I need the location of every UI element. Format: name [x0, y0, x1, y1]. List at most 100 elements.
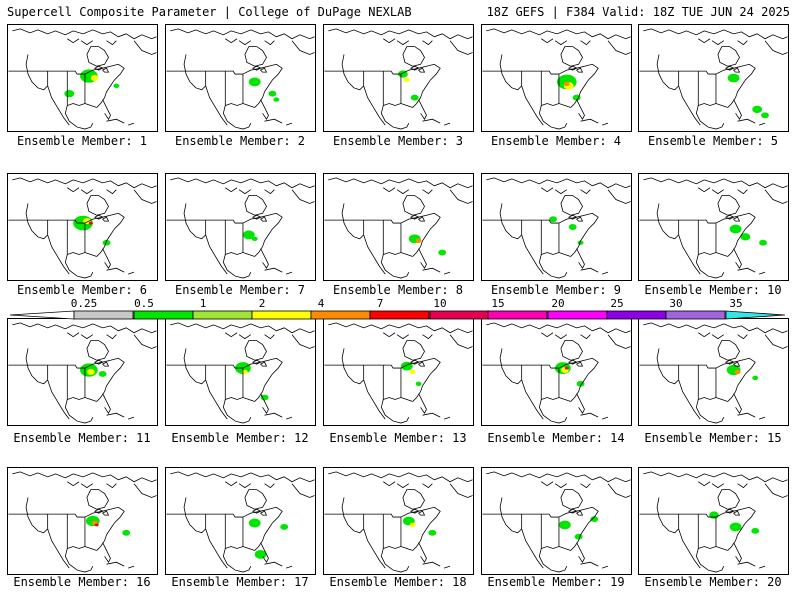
map-outline — [567, 508, 578, 514]
map-canvas — [324, 471, 473, 573]
map-outline — [732, 361, 741, 367]
member-label-1: Ensemble Member: 1 — [16, 134, 148, 148]
map-outline — [733, 248, 742, 270]
map-outline — [8, 364, 85, 369]
map-outline — [449, 483, 473, 498]
map-outline — [86, 46, 109, 67]
parameter-contour — [759, 239, 767, 246]
colorbar-segment — [310, 310, 371, 320]
parameter-contour — [248, 77, 261, 87]
map-outline — [328, 322, 473, 334]
map-outline — [417, 216, 426, 222]
map-outline — [656, 497, 679, 534]
map-outline — [717, 340, 740, 361]
map-outline — [418, 248, 427, 270]
map-outline — [93, 65, 104, 71]
map-outline — [102, 542, 111, 564]
parameter-contour — [577, 240, 584, 245]
map-outline — [383, 103, 413, 108]
parameter-contour — [740, 233, 751, 241]
colorbar-tick-label: 7 — [376, 297, 384, 310]
member-label-10: Ensemble Member: 10 — [644, 283, 782, 297]
map-outline — [554, 189, 568, 195]
map-outline — [380, 105, 410, 130]
map-outline — [396, 334, 410, 340]
map-outline — [521, 528, 544, 569]
map-outline — [225, 397, 255, 402]
parameter-contour — [64, 90, 75, 98]
map-outline — [422, 561, 441, 567]
map-outline — [698, 187, 711, 193]
map-canvas — [8, 177, 157, 279]
map-outline — [286, 271, 293, 275]
map-outline — [102, 393, 111, 415]
map-outline — [84, 212, 125, 257]
map-outline — [93, 359, 104, 365]
map-outline — [567, 214, 578, 220]
map-outline — [106, 118, 125, 124]
map-outline — [482, 219, 559, 224]
colorbar-segment — [369, 310, 430, 320]
map-outline — [363, 379, 386, 420]
colorbar-tick-label: 4 — [317, 297, 325, 310]
map-outline — [264, 40, 275, 46]
map-outline — [251, 65, 262, 71]
map-outline — [764, 40, 788, 55]
map-outline — [643, 28, 788, 40]
member-label-15: Ensemble Member: 15 — [644, 431, 782, 445]
map-outline — [225, 332, 238, 338]
map-outline — [225, 252, 255, 257]
map-outline — [259, 510, 268, 516]
map-outline — [128, 271, 135, 275]
map-outline — [486, 28, 631, 40]
map-outline — [264, 412, 283, 418]
parameter-contour — [122, 529, 131, 536]
map-outline — [80, 189, 94, 195]
map-outline — [733, 99, 742, 121]
member-map-13 — [323, 318, 474, 426]
member-label-11: Ensemble Member: 11 — [13, 431, 151, 445]
map-outline — [422, 118, 441, 124]
parameter-contour — [574, 533, 583, 540]
colorbar-tick-label: 1 — [199, 297, 207, 310]
map-outline — [521, 85, 544, 126]
map-outline — [602, 416, 609, 420]
map-outline — [238, 334, 252, 340]
map-outline — [8, 513, 85, 518]
map-outline — [732, 67, 741, 73]
map-outline — [580, 483, 591, 489]
map-canvas — [482, 177, 631, 279]
map-outline — [101, 216, 110, 222]
map-outline — [764, 334, 788, 349]
map-canvas — [324, 28, 473, 130]
map-outline — [656, 203, 679, 240]
map-outline — [732, 216, 741, 222]
map-outline — [67, 481, 80, 487]
colorbar-segment — [665, 310, 726, 320]
map-outline — [64, 399, 94, 424]
map-canvas — [324, 322, 473, 424]
member-label-2: Ensemble Member: 2 — [174, 134, 306, 148]
map-outline — [25, 54, 48, 91]
map-outline — [409, 359, 420, 365]
map-outline — [93, 508, 104, 514]
map-outline — [286, 565, 293, 569]
map-outline — [541, 332, 554, 338]
map-outline — [324, 513, 401, 518]
map-outline — [444, 122, 451, 126]
map-outline — [251, 359, 262, 365]
map-canvas — [166, 322, 315, 424]
map-outline — [225, 546, 255, 551]
map-outline — [8, 70, 85, 75]
parameter-contour — [102, 239, 111, 246]
colorbar-segment — [133, 310, 194, 320]
map-outline — [383, 481, 396, 487]
map-outline — [575, 510, 584, 516]
map-outline — [128, 122, 135, 126]
map-outline — [717, 46, 740, 67]
map-outline — [225, 481, 238, 487]
map-outline — [170, 322, 315, 334]
parameter-contour — [86, 369, 95, 375]
map-outline — [541, 546, 571, 551]
map-outline — [80, 40, 94, 46]
